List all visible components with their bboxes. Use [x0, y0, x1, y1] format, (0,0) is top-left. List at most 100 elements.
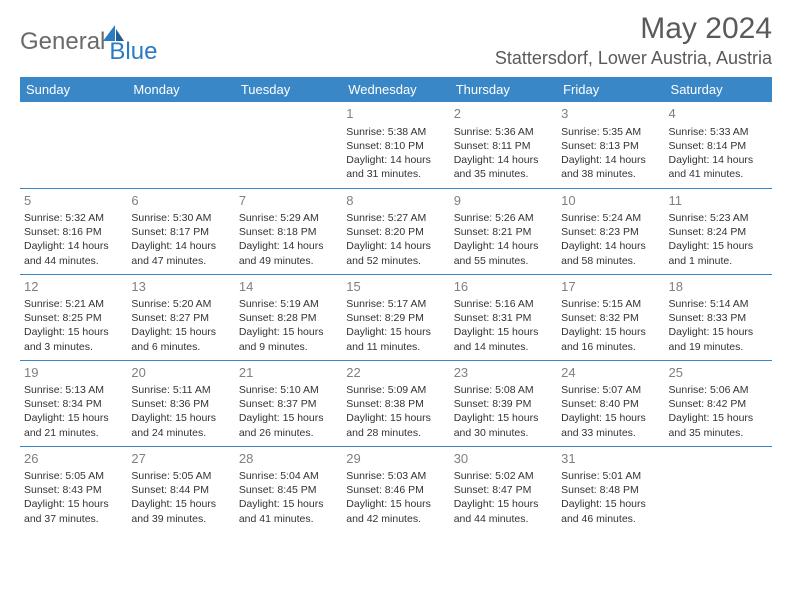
daylight-line: Daylight: 14 hours and 44 minutes.	[24, 239, 123, 267]
calendar-empty-cell	[235, 102, 342, 188]
month-title: May 2024	[495, 12, 772, 46]
calendar-day-cell: 25Sunrise: 5:06 AMSunset: 8:42 PMDayligh…	[665, 360, 772, 446]
daylight-line: Daylight: 15 hours and 3 minutes.	[24, 325, 123, 353]
daylight-line: Daylight: 15 hours and 26 minutes.	[239, 411, 338, 439]
day-number: 30	[454, 450, 553, 468]
sunrise-line: Sunrise: 5:06 AM	[669, 383, 768, 397]
calendar-day-cell: 7Sunrise: 5:29 AMSunset: 8:18 PMDaylight…	[235, 188, 342, 274]
sunset-line: Sunset: 8:32 PM	[561, 311, 660, 325]
calendar-day-cell: 27Sunrise: 5:05 AMSunset: 8:44 PMDayligh…	[127, 446, 234, 532]
day-number: 3	[561, 105, 660, 123]
daylight-line: Daylight: 15 hours and 1 minute.	[669, 239, 768, 267]
daylight-line: Daylight: 15 hours and 19 minutes.	[669, 325, 768, 353]
sunrise-line: Sunrise: 5:17 AM	[346, 297, 445, 311]
day-number: 24	[561, 364, 660, 382]
daylight-line: Daylight: 14 hours and 55 minutes.	[454, 239, 553, 267]
calendar-header-cell: Sunday	[20, 77, 127, 102]
daylight-line: Daylight: 14 hours and 52 minutes.	[346, 239, 445, 267]
sunset-line: Sunset: 8:25 PM	[24, 311, 123, 325]
sunset-line: Sunset: 8:21 PM	[454, 225, 553, 239]
calendar-header-cell: Thursday	[450, 77, 557, 102]
calendar-header-cell: Saturday	[665, 77, 772, 102]
calendar-week-row: 19Sunrise: 5:13 AMSunset: 8:34 PMDayligh…	[20, 360, 772, 446]
day-number: 15	[346, 278, 445, 296]
sunset-line: Sunset: 8:38 PM	[346, 397, 445, 411]
sunrise-line: Sunrise: 5:05 AM	[24, 469, 123, 483]
logo: General Blue	[20, 18, 157, 66]
logo-text-general: General	[20, 28, 105, 56]
calendar-day-cell: 16Sunrise: 5:16 AMSunset: 8:31 PMDayligh…	[450, 274, 557, 360]
day-number: 13	[131, 278, 230, 296]
sunrise-line: Sunrise: 5:14 AM	[669, 297, 768, 311]
calendar-header-cell: Wednesday	[342, 77, 449, 102]
calendar-day-cell: 4Sunrise: 5:33 AMSunset: 8:14 PMDaylight…	[665, 102, 772, 188]
calendar-day-cell: 3Sunrise: 5:35 AMSunset: 8:13 PMDaylight…	[557, 102, 664, 188]
daylight-line: Daylight: 15 hours and 14 minutes.	[454, 325, 553, 353]
daylight-line: Daylight: 15 hours and 6 minutes.	[131, 325, 230, 353]
calendar-body: 1Sunrise: 5:38 AMSunset: 8:10 PMDaylight…	[20, 102, 772, 532]
sunrise-line: Sunrise: 5:02 AM	[454, 469, 553, 483]
daylight-line: Daylight: 15 hours and 41 minutes.	[239, 497, 338, 525]
daylight-line: Daylight: 15 hours and 37 minutes.	[24, 497, 123, 525]
day-number: 14	[239, 278, 338, 296]
calendar-day-cell: 29Sunrise: 5:03 AMSunset: 8:46 PMDayligh…	[342, 446, 449, 532]
sunset-line: Sunset: 8:31 PM	[454, 311, 553, 325]
sunset-line: Sunset: 8:36 PM	[131, 397, 230, 411]
sunrise-line: Sunrise: 5:38 AM	[346, 125, 445, 139]
daylight-line: Daylight: 15 hours and 44 minutes.	[454, 497, 553, 525]
calendar-day-cell: 22Sunrise: 5:09 AMSunset: 8:38 PMDayligh…	[342, 360, 449, 446]
daylight-line: Daylight: 14 hours and 35 minutes.	[454, 153, 553, 181]
sunset-line: Sunset: 8:16 PM	[24, 225, 123, 239]
logo-text-blue: Blue	[109, 38, 157, 66]
sunrise-line: Sunrise: 5:21 AM	[24, 297, 123, 311]
sunrise-line: Sunrise: 5:19 AM	[239, 297, 338, 311]
sunset-line: Sunset: 8:28 PM	[239, 311, 338, 325]
location: Stattersdorf, Lower Austria, Austria	[495, 48, 772, 69]
sunrise-line: Sunrise: 5:07 AM	[561, 383, 660, 397]
calendar-week-row: 1Sunrise: 5:38 AMSunset: 8:10 PMDaylight…	[20, 102, 772, 188]
day-number: 28	[239, 450, 338, 468]
daylight-line: Daylight: 15 hours and 11 minutes.	[346, 325, 445, 353]
calendar-day-cell: 12Sunrise: 5:21 AMSunset: 8:25 PMDayligh…	[20, 274, 127, 360]
daylight-line: Daylight: 15 hours and 42 minutes.	[346, 497, 445, 525]
sunrise-line: Sunrise: 5:03 AM	[346, 469, 445, 483]
sunrise-line: Sunrise: 5:33 AM	[669, 125, 768, 139]
sunset-line: Sunset: 8:13 PM	[561, 139, 660, 153]
daylight-line: Daylight: 15 hours and 9 minutes.	[239, 325, 338, 353]
day-number: 12	[24, 278, 123, 296]
calendar-day-cell: 2Sunrise: 5:36 AMSunset: 8:11 PMDaylight…	[450, 102, 557, 188]
day-number: 19	[24, 364, 123, 382]
calendar-day-cell: 30Sunrise: 5:02 AMSunset: 8:47 PMDayligh…	[450, 446, 557, 532]
day-number: 26	[24, 450, 123, 468]
calendar-day-cell: 28Sunrise: 5:04 AMSunset: 8:45 PMDayligh…	[235, 446, 342, 532]
calendar-day-cell: 18Sunrise: 5:14 AMSunset: 8:33 PMDayligh…	[665, 274, 772, 360]
calendar-day-cell: 8Sunrise: 5:27 AMSunset: 8:20 PMDaylight…	[342, 188, 449, 274]
sunrise-line: Sunrise: 5:15 AM	[561, 297, 660, 311]
calendar-day-cell: 11Sunrise: 5:23 AMSunset: 8:24 PMDayligh…	[665, 188, 772, 274]
daylight-line: Daylight: 15 hours and 39 minutes.	[131, 497, 230, 525]
day-number: 7	[239, 192, 338, 210]
sunset-line: Sunset: 8:45 PM	[239, 483, 338, 497]
calendar-header-cell: Tuesday	[235, 77, 342, 102]
sunrise-line: Sunrise: 5:05 AM	[131, 469, 230, 483]
calendar-header-cell: Friday	[557, 77, 664, 102]
calendar-day-cell: 1Sunrise: 5:38 AMSunset: 8:10 PMDaylight…	[342, 102, 449, 188]
day-number: 31	[561, 450, 660, 468]
calendar-empty-cell	[127, 102, 234, 188]
sunset-line: Sunset: 8:34 PM	[24, 397, 123, 411]
day-number: 1	[346, 105, 445, 123]
day-number: 6	[131, 192, 230, 210]
sunrise-line: Sunrise: 5:26 AM	[454, 211, 553, 225]
sunset-line: Sunset: 8:18 PM	[239, 225, 338, 239]
sunrise-line: Sunrise: 5:36 AM	[454, 125, 553, 139]
calendar-day-cell: 10Sunrise: 5:24 AMSunset: 8:23 PMDayligh…	[557, 188, 664, 274]
daylight-line: Daylight: 15 hours and 21 minutes.	[24, 411, 123, 439]
day-number: 5	[24, 192, 123, 210]
sunset-line: Sunset: 8:40 PM	[561, 397, 660, 411]
calendar-day-cell: 23Sunrise: 5:08 AMSunset: 8:39 PMDayligh…	[450, 360, 557, 446]
day-number: 25	[669, 364, 768, 382]
sunset-line: Sunset: 8:29 PM	[346, 311, 445, 325]
title-block: May 2024 Stattersdorf, Lower Austria, Au…	[495, 12, 772, 69]
day-number: 20	[131, 364, 230, 382]
sunset-line: Sunset: 8:14 PM	[669, 139, 768, 153]
